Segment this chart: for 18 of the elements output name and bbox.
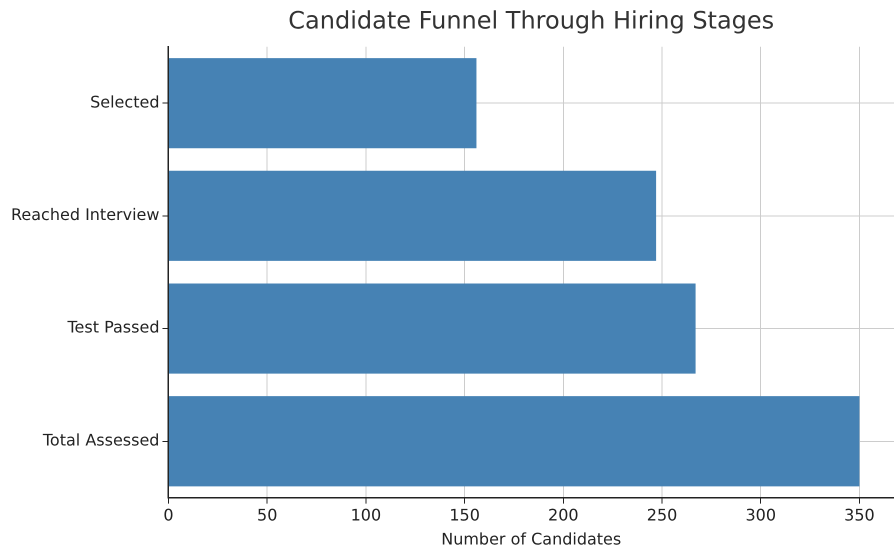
bar <box>168 396 860 486</box>
x-tick-label: 0 <box>163 505 174 524</box>
bar <box>168 58 476 148</box>
x-tick-label: 250 <box>646 505 678 524</box>
x-tick-label: 150 <box>449 505 480 524</box>
x-axis-title: Number of Candidates <box>441 530 622 549</box>
y-tick-label: Total Assessed <box>42 430 160 450</box>
x-tick-label: 50 <box>257 505 278 524</box>
x-tick-label: 100 <box>350 505 382 524</box>
bar <box>168 170 656 261</box>
x-tick-label: 200 <box>548 505 579 524</box>
x-tick-label: 300 <box>745 505 776 524</box>
y-tick-label: Selected <box>90 92 160 112</box>
chart-title: Candidate Funnel Through Hiring Stages <box>288 6 774 35</box>
bar <box>168 283 696 374</box>
y-tick-label: Test Passed <box>66 318 160 337</box>
x-tick-label: 350 <box>844 505 875 524</box>
y-tick-label: Reached Interview <box>11 205 160 224</box>
